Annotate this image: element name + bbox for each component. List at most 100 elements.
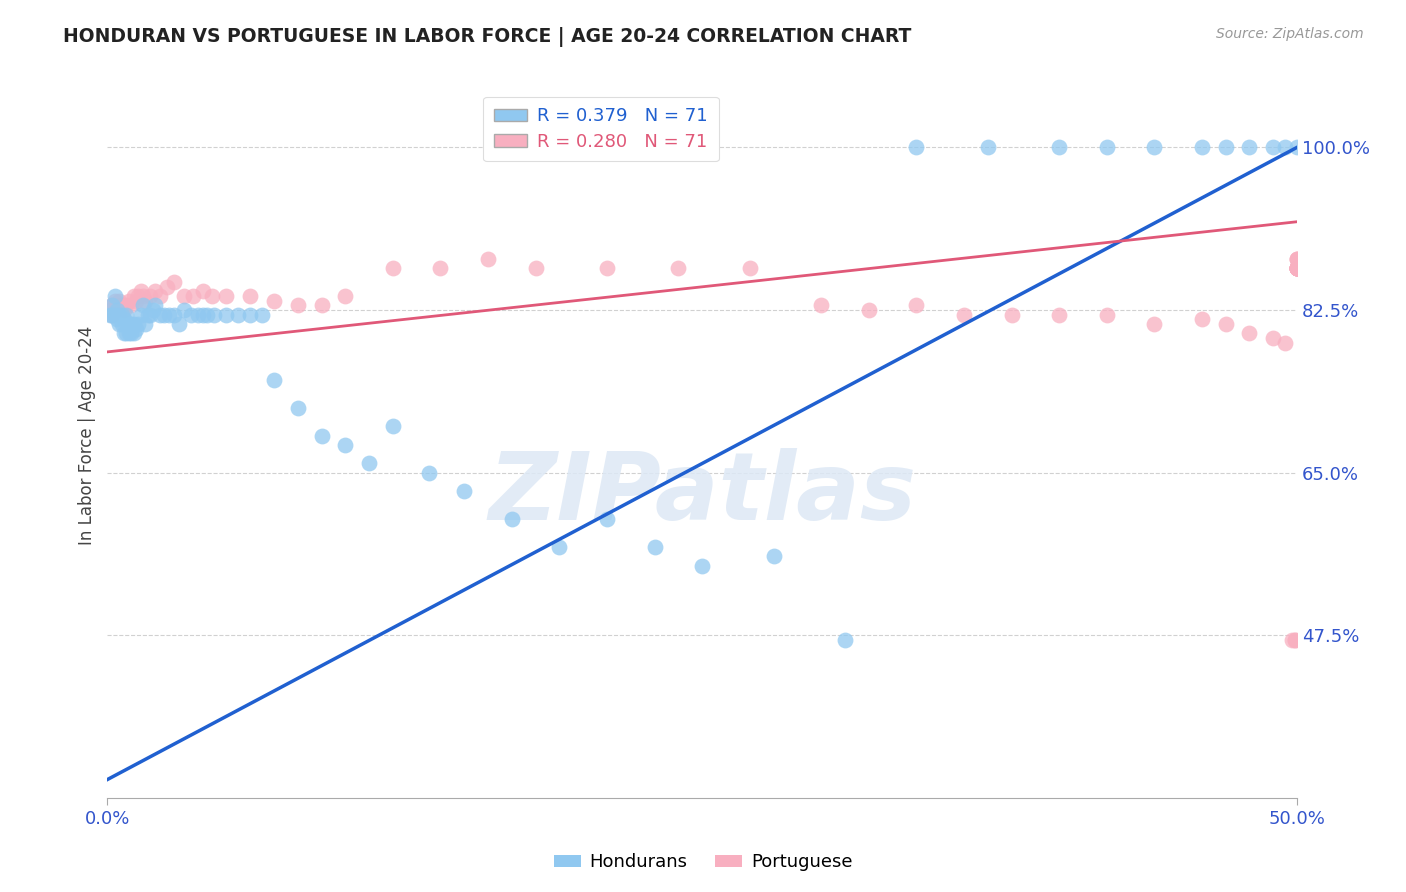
Point bbox=[1274, 335, 1296, 350]
Point bbox=[1047, 308, 1070, 322]
Point bbox=[263, 293, 285, 308]
Point bbox=[180, 308, 202, 322]
Point bbox=[1047, 140, 1070, 154]
Point bbox=[122, 326, 145, 341]
Point bbox=[596, 261, 619, 276]
Point bbox=[644, 540, 666, 554]
Point bbox=[143, 285, 166, 299]
Point bbox=[1284, 633, 1306, 648]
Point bbox=[101, 308, 124, 322]
Point bbox=[858, 303, 880, 318]
Point bbox=[1239, 326, 1261, 341]
Point bbox=[115, 298, 138, 312]
Point bbox=[163, 308, 186, 322]
Point bbox=[429, 261, 451, 276]
Point bbox=[501, 512, 523, 526]
Point bbox=[134, 317, 156, 331]
Point bbox=[103, 308, 125, 322]
Point bbox=[139, 289, 162, 303]
Point bbox=[115, 308, 138, 322]
Text: ZIPatlas: ZIPatlas bbox=[488, 448, 917, 540]
Point bbox=[181, 289, 204, 303]
Point bbox=[173, 303, 195, 318]
Point bbox=[127, 317, 149, 331]
Legend: R = 0.379   N = 71, R = 0.280   N = 71: R = 0.379 N = 71, R = 0.280 N = 71 bbox=[484, 96, 718, 161]
Point bbox=[98, 308, 121, 322]
Point bbox=[108, 308, 131, 322]
Point bbox=[335, 438, 357, 452]
Point bbox=[122, 289, 145, 303]
Point bbox=[239, 308, 262, 322]
Point bbox=[1286, 252, 1309, 266]
Point bbox=[204, 308, 226, 322]
Point bbox=[149, 289, 172, 303]
Point bbox=[335, 289, 357, 303]
Point bbox=[98, 303, 121, 318]
Point bbox=[101, 308, 124, 322]
Text: HONDURAN VS PORTUGUESE IN LABOR FORCE | AGE 20-24 CORRELATION CHART: HONDURAN VS PORTUGUESE IN LABOR FORCE | … bbox=[63, 27, 911, 46]
Point bbox=[149, 308, 172, 322]
Point bbox=[129, 308, 152, 322]
Point bbox=[548, 540, 571, 554]
Point bbox=[118, 293, 141, 308]
Point bbox=[112, 303, 135, 318]
Text: Source: ZipAtlas.com: Source: ZipAtlas.com bbox=[1216, 27, 1364, 41]
Point bbox=[453, 484, 475, 499]
Point bbox=[810, 298, 832, 312]
Point bbox=[905, 298, 928, 312]
Point bbox=[1143, 140, 1166, 154]
Point bbox=[1286, 261, 1309, 276]
Point bbox=[108, 317, 131, 331]
Point bbox=[129, 285, 152, 299]
Point bbox=[834, 633, 856, 648]
Point bbox=[112, 312, 135, 326]
Point bbox=[668, 261, 690, 276]
Point bbox=[120, 326, 142, 341]
Point bbox=[125, 293, 148, 308]
Point bbox=[1263, 140, 1285, 154]
Point bbox=[953, 308, 976, 322]
Point bbox=[1284, 633, 1306, 648]
Point bbox=[173, 289, 195, 303]
Point bbox=[191, 308, 214, 322]
Point bbox=[1215, 140, 1237, 154]
Point bbox=[311, 298, 333, 312]
Y-axis label: In Labor Force | Age 20-24: In Labor Force | Age 20-24 bbox=[79, 326, 96, 545]
Point bbox=[381, 261, 404, 276]
Point bbox=[1215, 317, 1237, 331]
Point bbox=[120, 298, 142, 312]
Point bbox=[524, 261, 547, 276]
Point bbox=[1263, 331, 1285, 345]
Point bbox=[1286, 261, 1309, 276]
Point bbox=[263, 373, 285, 387]
Point bbox=[1286, 261, 1309, 276]
Point bbox=[132, 298, 155, 312]
Point bbox=[1286, 261, 1309, 276]
Point bbox=[1239, 140, 1261, 154]
Point bbox=[596, 512, 619, 526]
Point bbox=[111, 317, 134, 331]
Point bbox=[381, 419, 404, 434]
Point bbox=[111, 298, 134, 312]
Legend: Hondurans, Portuguese: Hondurans, Portuguese bbox=[547, 847, 859, 879]
Point bbox=[118, 326, 141, 341]
Point bbox=[157, 308, 180, 322]
Point bbox=[1286, 261, 1309, 276]
Point bbox=[105, 312, 128, 326]
Point bbox=[1286, 261, 1309, 276]
Point bbox=[1095, 140, 1118, 154]
Point bbox=[477, 252, 499, 266]
Point bbox=[195, 308, 218, 322]
Point bbox=[103, 289, 125, 303]
Point bbox=[287, 298, 309, 312]
Point bbox=[139, 308, 162, 322]
Point bbox=[153, 308, 176, 322]
Point bbox=[905, 140, 928, 154]
Point bbox=[1095, 308, 1118, 322]
Point bbox=[163, 275, 186, 289]
Point bbox=[103, 303, 125, 318]
Point bbox=[143, 298, 166, 312]
Point bbox=[1191, 312, 1213, 326]
Point bbox=[122, 317, 145, 331]
Point bbox=[101, 298, 124, 312]
